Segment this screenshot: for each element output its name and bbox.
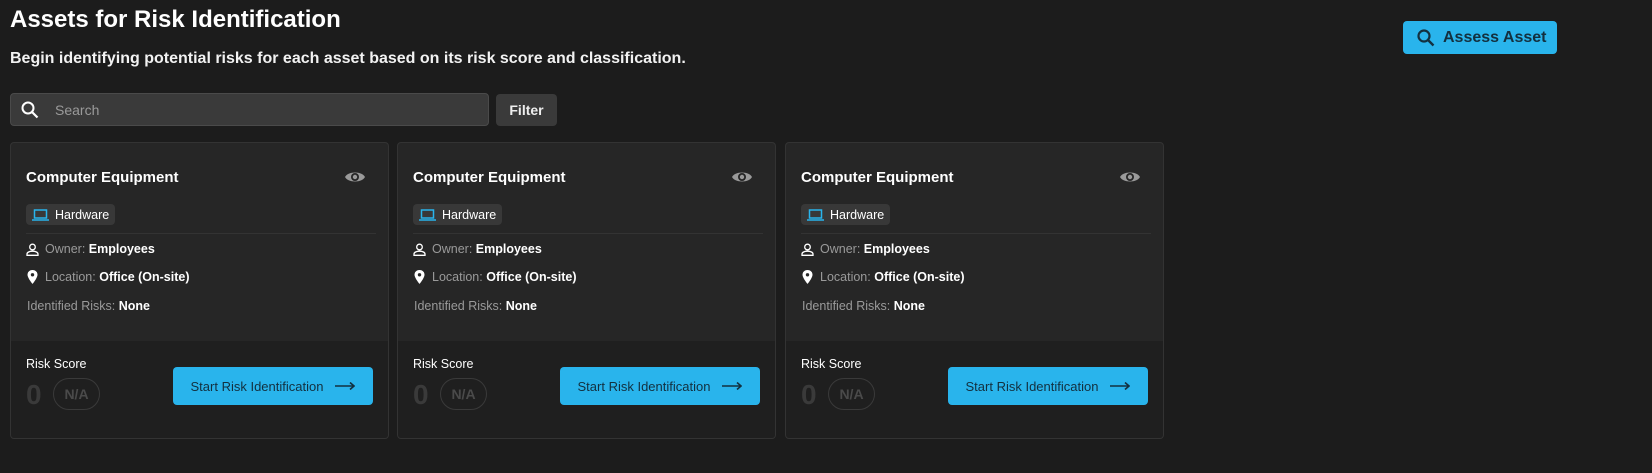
location-value: Office (On-site) — [486, 270, 577, 284]
asset-title: Computer Equipment — [413, 169, 566, 186]
start-risk-identification-button[interactable]: Start Risk Identification — [560, 367, 760, 405]
risk-level-badge: N/A — [440, 378, 487, 410]
risk-score-label: Risk Score — [801, 357, 862, 371]
owner-value: Employees — [88, 242, 155, 256]
risk-score-label: Risk Score — [26, 357, 87, 371]
arrow-right-icon — [335, 382, 356, 390]
laptop-icon — [32, 208, 49, 221]
page-title: Assets for Risk Identification — [10, 6, 341, 33]
asset-title: Computer Equipment — [26, 169, 179, 186]
user-icon — [413, 243, 426, 256]
arrow-right-icon — [1110, 382, 1131, 390]
asset-card: Computer Equipment Hardware Owner: Emplo… — [785, 142, 1164, 439]
assess-asset-label: Assess Asset — [1443, 28, 1547, 46]
category-label: Hardware — [830, 207, 885, 222]
category-badge: Hardware — [26, 204, 116, 225]
risk-level-badge: N/A — [53, 378, 100, 410]
location-row: Location: Office (On-site) — [413, 270, 577, 284]
owner-row: Owner: Employees — [801, 242, 930, 256]
divider — [413, 233, 763, 234]
risks-value: None — [505, 299, 537, 313]
location-row: Location: Office (On-site) — [26, 270, 190, 284]
user-icon — [26, 243, 39, 256]
risks-value: None — [893, 299, 925, 313]
card-footer: Risk Score 0 N/A Start Risk Identificati… — [398, 341, 775, 438]
start-risk-identification-button[interactable]: Start Risk Identification — [173, 367, 373, 405]
category-label: Hardware — [442, 207, 497, 222]
risk-score-value: 0 — [801, 379, 817, 410]
search-icon — [1417, 28, 1435, 46]
laptop-icon — [419, 208, 436, 221]
laptop-icon — [807, 208, 824, 221]
location-pin-icon — [802, 270, 813, 284]
location-pin-icon — [414, 270, 425, 284]
category-label: Hardware — [55, 207, 110, 222]
search-icon — [21, 101, 39, 118]
page-subtitle: Begin identifying potential risks for ea… — [10, 50, 686, 67]
search-input[interactable] — [55, 101, 455, 118]
eye-icon[interactable] — [731, 169, 753, 185]
filter-button[interactable]: Filter — [496, 94, 557, 126]
eye-icon[interactable] — [1119, 169, 1141, 185]
asset-title: Computer Equipment — [801, 169, 954, 186]
card-footer: Risk Score 0 N/A Start Risk Identificati… — [11, 341, 388, 438]
location-row: Location: Office (On-site) — [801, 270, 965, 284]
owner-row: Owner: Employees — [26, 242, 155, 256]
risk-score-value: 0 — [413, 379, 429, 410]
card-footer: Risk Score 0 N/A Start Risk Identificati… — [786, 341, 1163, 438]
category-badge: Hardware — [801, 204, 891, 225]
risk-score-value: 0 — [26, 379, 42, 410]
location-value: Office (On-site) — [99, 270, 190, 284]
assess-asset-button[interactable]: Assess Asset — [1403, 21, 1557, 54]
eye-icon[interactable] — [344, 169, 366, 185]
asset-card: Computer Equipment Hardware Owner: Emplo… — [397, 142, 776, 439]
risk-score-label: Risk Score — [413, 357, 474, 371]
divider — [26, 233, 376, 234]
risks-row: Identified Risks: None — [414, 299, 537, 313]
risk-level-badge: N/A — [828, 378, 875, 410]
owner-row: Owner: Employees — [413, 242, 542, 256]
category-badge: Hardware — [413, 204, 503, 225]
start-risk-identification-button[interactable]: Start Risk Identification — [948, 367, 1148, 405]
risks-row: Identified Risks: None — [802, 299, 925, 313]
search-bar[interactable] — [10, 93, 489, 126]
location-pin-icon — [27, 270, 38, 284]
arrow-right-icon — [722, 382, 743, 390]
asset-card: Computer Equipment Hardware Owner: Emplo… — [10, 142, 389, 439]
risks-row: Identified Risks: None — [27, 299, 150, 313]
location-value: Office (On-site) — [874, 270, 965, 284]
owner-value: Employees — [863, 242, 930, 256]
risks-value: None — [118, 299, 150, 313]
divider — [801, 233, 1151, 234]
user-icon — [801, 243, 814, 256]
owner-value: Employees — [475, 242, 542, 256]
